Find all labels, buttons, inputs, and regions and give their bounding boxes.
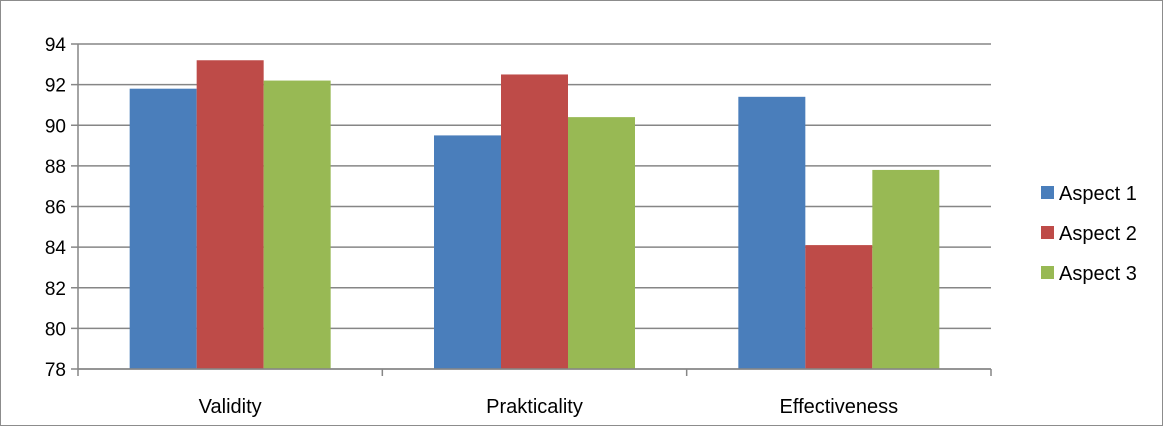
y-axis-ticks: 78 80 82 84 86 88 90 92 94 — [45, 35, 67, 381]
bar-prakticality-aspect-1 — [434, 135, 501, 369]
bar-effectiveness-aspect-3 — [872, 169, 940, 369]
bar-validity-aspect-1 — [129, 88, 197, 369]
bar-validity-aspect-3 — [263, 80, 331, 369]
y-tick-label-94: 94 — [45, 35, 67, 56]
bar-effectiveness-aspect-2 — [805, 245, 873, 369]
bar-prakticality-aspect-3 — [568, 117, 635, 369]
legend-swatch-1 — [1041, 186, 1054, 199]
bar-validity-aspect-2 — [196, 60, 264, 369]
bar-effectiveness-aspect-1 — [738, 96, 806, 369]
y-tick-label-78: 78 — [45, 360, 66, 381]
y-tick-label-88: 88 — [45, 157, 66, 178]
legend-swatch-3 — [1041, 266, 1054, 279]
legend-swatch-2 — [1041, 226, 1054, 239]
y-tick-label-82: 82 — [45, 279, 66, 300]
y-tick-label-90: 90 — [45, 116, 66, 137]
x-axis-categories: Validity Prakticality Effectiveness — [199, 396, 898, 418]
legend-label-2: Aspect 2 — [1059, 223, 1137, 245]
legend-label-3: Aspect 3 — [1059, 263, 1137, 285]
axes — [71, 43, 992, 376]
legend-label-1: Aspect 1 — [1059, 183, 1137, 205]
y-tick-label-80: 80 — [45, 319, 66, 340]
bars — [129, 60, 940, 369]
x-category-label-prakticality: Prakticality — [486, 396, 583, 418]
y-tick-label-84: 84 — [45, 238, 67, 259]
bar-prakticality-aspect-2 — [501, 74, 568, 369]
x-category-label-effectiveness: Effectiveness — [780, 396, 899, 418]
x-category-label-validity: Validity — [199, 396, 262, 418]
y-tick-label-86: 86 — [45, 198, 66, 219]
y-tick-label-92: 92 — [45, 76, 66, 97]
legend: Aspect 1 Aspect 2 Aspect 3 — [1041, 183, 1137, 285]
